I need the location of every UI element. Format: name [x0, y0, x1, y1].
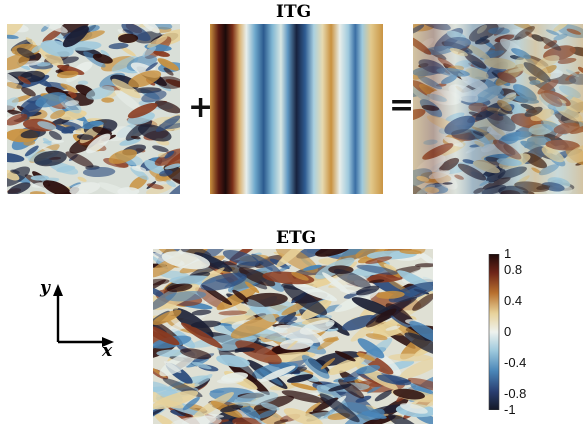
etg-title: ETG	[276, 228, 317, 248]
y-axis-label: y	[40, 278, 50, 298]
zonal-flow-panel	[210, 24, 383, 194]
equals-sign: =	[389, 88, 415, 123]
combined-field-panel	[413, 24, 583, 194]
x-axis-label: x	[102, 341, 113, 361]
itg-title: ITG	[276, 2, 312, 22]
colorbar-tick-label: 1	[504, 246, 512, 261]
colorbar-tick-label: -0.4	[504, 355, 527, 371]
colorbar-tick-label: 0.4	[504, 292, 523, 308]
turbulence-field-panel	[7, 24, 180, 194]
plus-sign: +	[188, 90, 214, 125]
axis-triad	[53, 284, 114, 347]
colorbar-tick-label: 0.8	[504, 261, 523, 277]
colorbar-tick-label: -0.8	[504, 386, 527, 402]
colorbar-tick-label: 0	[504, 324, 512, 339]
colorbar	[488, 254, 500, 410]
colorbar-tick-label: -1	[504, 402, 516, 417]
etg-field-panel	[153, 249, 433, 424]
